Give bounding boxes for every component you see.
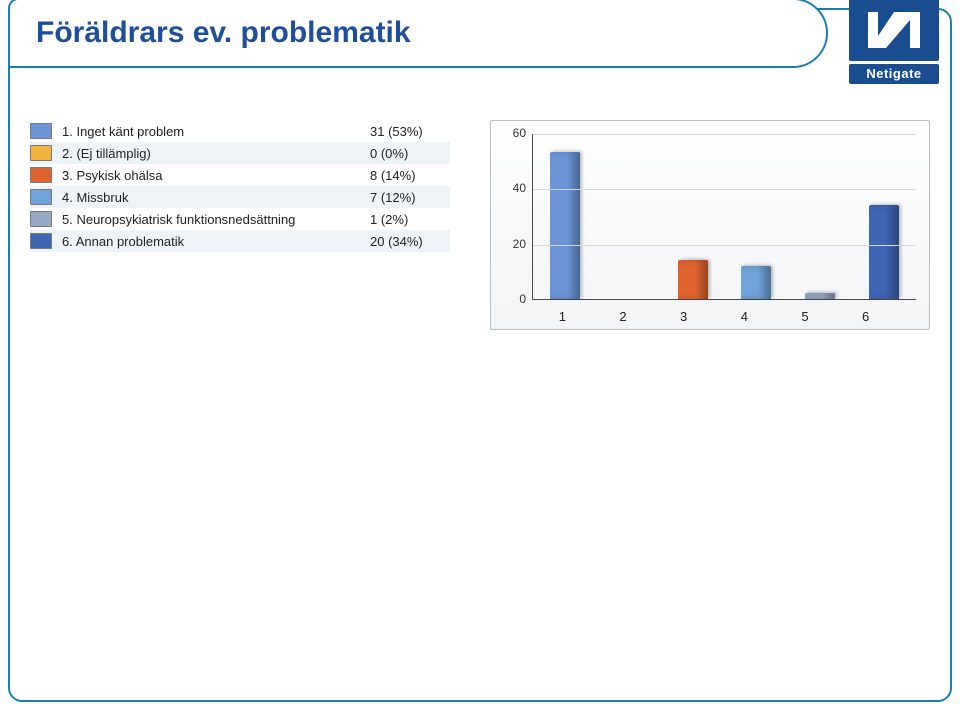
legend-swatch <box>30 167 52 183</box>
x-tick-label: 2 <box>613 309 633 324</box>
bar <box>805 293 835 299</box>
legend-label: 6. Annan problematik <box>62 234 370 249</box>
legend-row: 1. Inget känt problem31 (53%) <box>30 120 450 142</box>
legend-swatch <box>30 189 52 205</box>
legend-row: 6. Annan problematik20 (34%) <box>30 230 450 252</box>
legend-row: 3. Psykisk ohälsa8 (14%) <box>30 164 450 186</box>
brand-word: Netigate <box>849 64 939 84</box>
y-tick-label: 20 <box>490 237 526 251</box>
brand-logo: Netigate <box>834 0 954 96</box>
legend-value: 1 (2%) <box>370 212 450 227</box>
legend-swatch <box>30 123 52 139</box>
legend-swatch <box>30 211 52 227</box>
bar <box>550 152 580 299</box>
legend-swatch <box>30 233 52 249</box>
bar-chart: 0 20 40 60 1 2 3 4 5 6 <box>490 120 930 330</box>
x-tick-label: 1 <box>552 309 572 324</box>
legend-label: 1. Inget känt problem <box>62 124 370 139</box>
legend-row: 5. Neuropsykiatrisk funktionsnedsättning… <box>30 208 450 230</box>
legend-swatch <box>30 145 52 161</box>
x-tick-label: 4 <box>734 309 754 324</box>
x-tick-label: 3 <box>674 309 694 324</box>
legend-value: 20 (34%) <box>370 234 450 249</box>
bar <box>869 205 899 299</box>
legend-value: 31 (53%) <box>370 124 450 139</box>
x-tick-label: 6 <box>856 309 876 324</box>
y-tick-label: 0 <box>490 292 526 306</box>
legend-label: 4. Missbruk <box>62 190 370 205</box>
legend-row: 4. Missbruk7 (12%) <box>30 186 450 208</box>
brand-mark-icon <box>849 0 939 61</box>
legend-row: 2. (Ej tillämplig)0 (0%) <box>30 142 450 164</box>
x-tick-label: 5 <box>795 309 815 324</box>
legend-label: 2. (Ej tillämplig) <box>62 146 370 161</box>
bar <box>678 260 708 299</box>
legend-label: 5. Neuropsykiatrisk funktionsnedsättning <box>62 212 370 227</box>
legend-value: 8 (14%) <box>370 168 450 183</box>
bar <box>741 266 771 299</box>
title-pill: Föräldrars ev. problematik <box>8 0 828 68</box>
legend-value: 0 (0%) <box>370 146 450 161</box>
legend-value: 7 (12%) <box>370 190 450 205</box>
legend-table: 1. Inget känt problem31 (53%)2. (Ej till… <box>30 120 450 330</box>
y-tick-label: 60 <box>490 126 526 140</box>
legend-label: 3. Psykisk ohälsa <box>62 168 370 183</box>
y-tick-label: 40 <box>490 181 526 195</box>
page-title: Föräldrars ev. problematik <box>36 16 411 50</box>
